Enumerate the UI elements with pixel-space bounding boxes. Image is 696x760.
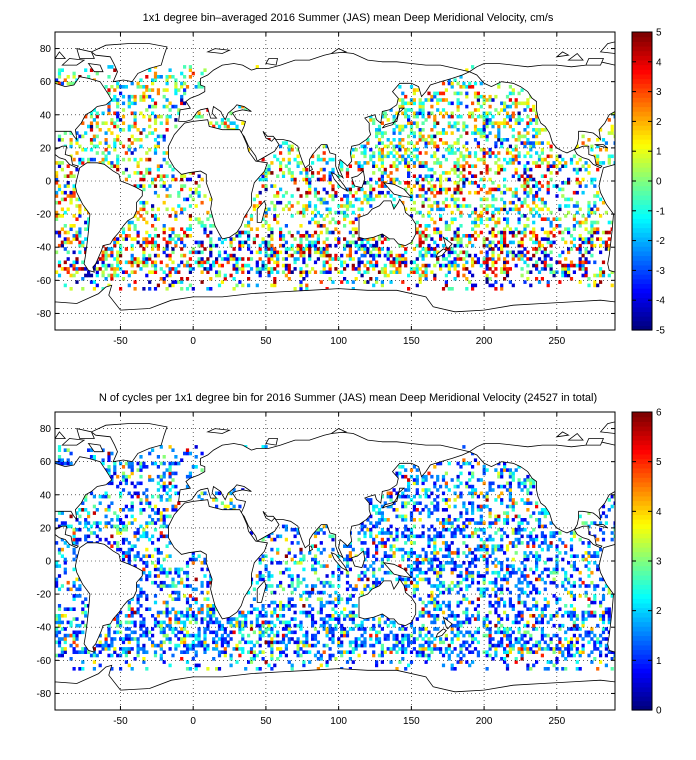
colorbar-tick-label: 1 bbox=[656, 147, 662, 158]
colorbar-tick-label: 5 bbox=[656, 28, 662, 39]
colorbar-tick-label: 2 bbox=[656, 117, 662, 128]
colorbar-tick-label: -2 bbox=[656, 236, 665, 247]
colorbar-tick-label: 1 bbox=[656, 656, 662, 667]
y-tick-label: -80 bbox=[37, 689, 52, 700]
x-tick-label: 250 bbox=[548, 336, 565, 347]
colorbar-tick-label: 3 bbox=[656, 87, 662, 98]
x-tick-label: 0 bbox=[190, 716, 196, 727]
y-tick-label: -40 bbox=[37, 243, 52, 254]
velocity-map-figure: -50 0 50 100 150 200 250-80-60-40-20020406080-… bbox=[37, 28, 666, 348]
x-tick-label: 200 bbox=[476, 716, 493, 727]
colorbar-tick-label: -3 bbox=[656, 266, 665, 277]
x-tick-label: -50 bbox=[113, 716, 128, 727]
colorbar-tick-label: 5 bbox=[656, 457, 662, 468]
grid-lines bbox=[55, 32, 615, 330]
x-tick-label: 100 bbox=[330, 336, 347, 347]
velocity-map-title: 1x1 degree bin–averaged 2016 Summer (JAS… bbox=[142, 12, 554, 24]
y-tick-label: 60 bbox=[40, 77, 52, 88]
x-tick-label: 150 bbox=[403, 716, 420, 727]
map-plot-area bbox=[55, 412, 615, 710]
x-tick-label: 150 bbox=[403, 336, 420, 347]
coastlines bbox=[55, 41, 615, 330]
y-tick-label: 0 bbox=[45, 177, 51, 188]
colorbar-tick-label: -4 bbox=[656, 296, 665, 307]
y-tick-label: -60 bbox=[37, 656, 52, 667]
data-cells bbox=[55, 65, 615, 291]
x-tick-label: 50 bbox=[260, 336, 272, 347]
y-tick-label: 80 bbox=[40, 44, 52, 55]
y-tick-label: 0 bbox=[45, 557, 51, 568]
colorbar-tick-label: 3 bbox=[656, 557, 662, 568]
y-tick-label: -40 bbox=[37, 623, 52, 634]
map-plot-area bbox=[55, 32, 615, 330]
colorbar-tick-label: 4 bbox=[656, 507, 662, 518]
x-tick-label: 200 bbox=[476, 336, 493, 347]
colorbar-tick-label: 0 bbox=[656, 706, 662, 717]
y-tick-label: -20 bbox=[37, 210, 52, 221]
x-tick-label: 50 bbox=[260, 716, 272, 727]
y-tick-label: 20 bbox=[40, 523, 52, 534]
colorbar-tick-label: -5 bbox=[656, 326, 665, 337]
y-tick-label: -20 bbox=[37, 590, 52, 601]
colorbar: 0 1 2 3 4 5 6 bbox=[631, 408, 662, 717]
cycles-map-panel: N of cycles per 1x1 degree bin for 2016 … bbox=[0, 380, 696, 760]
y-tick-label: -60 bbox=[37, 276, 52, 287]
cycles-map-figure: -50 0 50 100 150 200 250-80-60-40-200204060800… bbox=[37, 408, 662, 728]
x-tick-label: 100 bbox=[330, 716, 347, 727]
x-tick-label: 250 bbox=[548, 716, 565, 727]
colorbar-tick-label: -1 bbox=[656, 206, 665, 217]
colorbar-tick-label: 4 bbox=[656, 57, 662, 68]
colorbar-tick-label: 6 bbox=[656, 408, 662, 419]
y-tick-label: 80 bbox=[40, 424, 52, 435]
y-tick-label: -80 bbox=[37, 309, 52, 320]
y-tick-label: 40 bbox=[40, 490, 52, 501]
cycles-map-title: N of cycles per 1x1 degree bin for 2016 … bbox=[98, 392, 598, 404]
velocity-map-panel: 1x1 degree bin–averaged 2016 Summer (JAS… bbox=[37, 12, 666, 348]
x-tick-label: 0 bbox=[190, 336, 196, 347]
grid-lines bbox=[55, 412, 615, 710]
coastlines bbox=[55, 421, 615, 710]
colorbar-tick-label: 2 bbox=[656, 606, 662, 617]
x-tick-label: -50 bbox=[113, 336, 128, 347]
data-cells bbox=[55, 445, 615, 671]
colorbar: -5 -4 -3 -2 -1 0 1 2 3 4 5 bbox=[631, 28, 665, 337]
y-tick-label: 60 bbox=[40, 457, 52, 468]
colorbar-tick-label: 0 bbox=[656, 177, 662, 188]
y-tick-label: 20 bbox=[40, 143, 52, 154]
y-tick-label: 40 bbox=[40, 110, 52, 121]
